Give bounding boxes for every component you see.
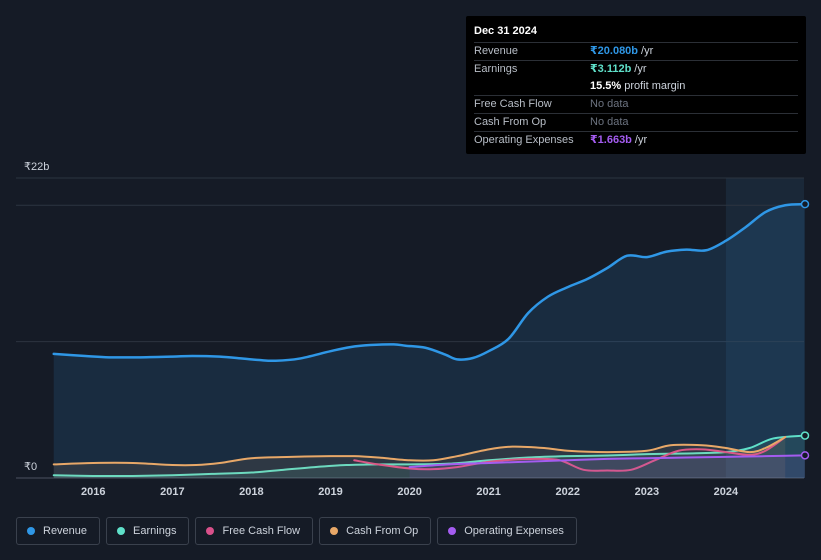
earnings-line — [52, 434, 806, 478]
cash-from-op-area — [53, 437, 786, 478]
tooltip-label: Revenue — [474, 45, 519, 57]
earnings-end-marker — [800, 431, 810, 440]
x-tick-label: 2023 — [635, 486, 659, 498]
tooltip-value: 15.5% — [590, 80, 622, 92]
operating-expenses-dot-icon — [448, 527, 457, 535]
x-tick-label: 2017 — [160, 486, 184, 498]
free-cash-flow-dot-icon — [206, 527, 215, 535]
tooltip-unit: /yr — [634, 63, 647, 75]
revenue-line — [52, 202, 807, 363]
operating-expenses-end-marker — [800, 451, 810, 460]
legend-item-operating-expenses[interactable]: Operating Expenses — [437, 517, 577, 545]
tooltip-row-revenue: Revenue ₹20.080b /yr — [474, 43, 798, 61]
cash-from-op-dot-icon — [330, 527, 339, 535]
legend-label: Operating Expenses — [464, 525, 564, 537]
tooltip-label: Earnings — [474, 63, 518, 75]
tooltip-row-fcf: Free Cash Flow No data — [474, 96, 798, 114]
legend-label: Cash From Op — [346, 525, 419, 537]
tooltip-row-cfo: Cash From Op No data — [474, 114, 798, 132]
legend-label: Free Cash Flow — [222, 525, 301, 537]
legend: Revenue Earnings Free Cash Flow Cash Fro… — [16, 517, 577, 545]
tooltip-label: Cash From Op — [474, 116, 547, 128]
revenue-dot-icon — [27, 527, 35, 535]
tooltip-value: No data — [590, 98, 629, 110]
x-tick-label: 2022 — [556, 486, 580, 498]
y-tick-label: ₹0 — [24, 461, 37, 473]
y-tick-label: ₹22b — [24, 161, 49, 173]
tooltip-date: Dec 31 2024 — [474, 24, 798, 43]
tooltip-value: ₹1.663b — [590, 134, 632, 146]
operating-expenses-line — [408, 454, 806, 469]
x-tick-label: 2016 — [81, 486, 105, 498]
cash-from-op-line — [52, 436, 787, 467]
tooltip-value: No data — [590, 116, 629, 128]
tooltip-unit: /yr — [641, 45, 654, 57]
free-cash-flow-line — [353, 436, 787, 472]
legend-label: Earnings — [133, 525, 177, 537]
x-tick-label: 2019 — [318, 486, 342, 498]
legend-label: Revenue — [43, 525, 88, 537]
tooltip-row-earnings: Earnings ₹3.112b /yr — [474, 61, 798, 78]
legend-item-free-cash-flow[interactable]: Free Cash Flow — [195, 517, 314, 545]
tooltip: Dec 31 2024 Revenue ₹20.080b /yr Earning… — [466, 16, 806, 154]
x-tick-label: 2021 — [476, 486, 500, 498]
tooltip-unit: /yr — [634, 134, 648, 146]
legend-item-revenue[interactable]: Revenue — [16, 517, 101, 545]
x-tick-label: 2018 — [239, 486, 263, 498]
x-tick-label: 2024 — [714, 486, 739, 498]
tooltip-label — [474, 78, 590, 95]
tooltip-value: ₹20.080b — [590, 45, 639, 57]
revenue-area — [53, 204, 806, 478]
tooltip-row-opex: Operating Expenses ₹1.663b /yr — [474, 132, 798, 149]
tooltip-unit: profit margin — [624, 80, 686, 92]
tooltip-value: ₹3.112b — [590, 63, 632, 75]
operating-expenses-area — [409, 455, 805, 478]
earnings-area — [53, 435, 806, 478]
legend-item-earnings[interactable]: Earnings — [106, 517, 190, 545]
tooltip-label: Free Cash Flow — [474, 98, 552, 110]
tooltip-row-margin: 15.5% profit margin — [474, 78, 798, 96]
earnings-dot-icon — [117, 527, 126, 535]
highlight-region — [725, 178, 804, 478]
x-tick-label: 2020 — [397, 486, 421, 498]
tooltip-label: Operating Expenses — [474, 134, 574, 146]
legend-item-cash-from-op[interactable]: Cash From Op — [319, 517, 432, 545]
revenue-end-marker — [800, 199, 810, 209]
